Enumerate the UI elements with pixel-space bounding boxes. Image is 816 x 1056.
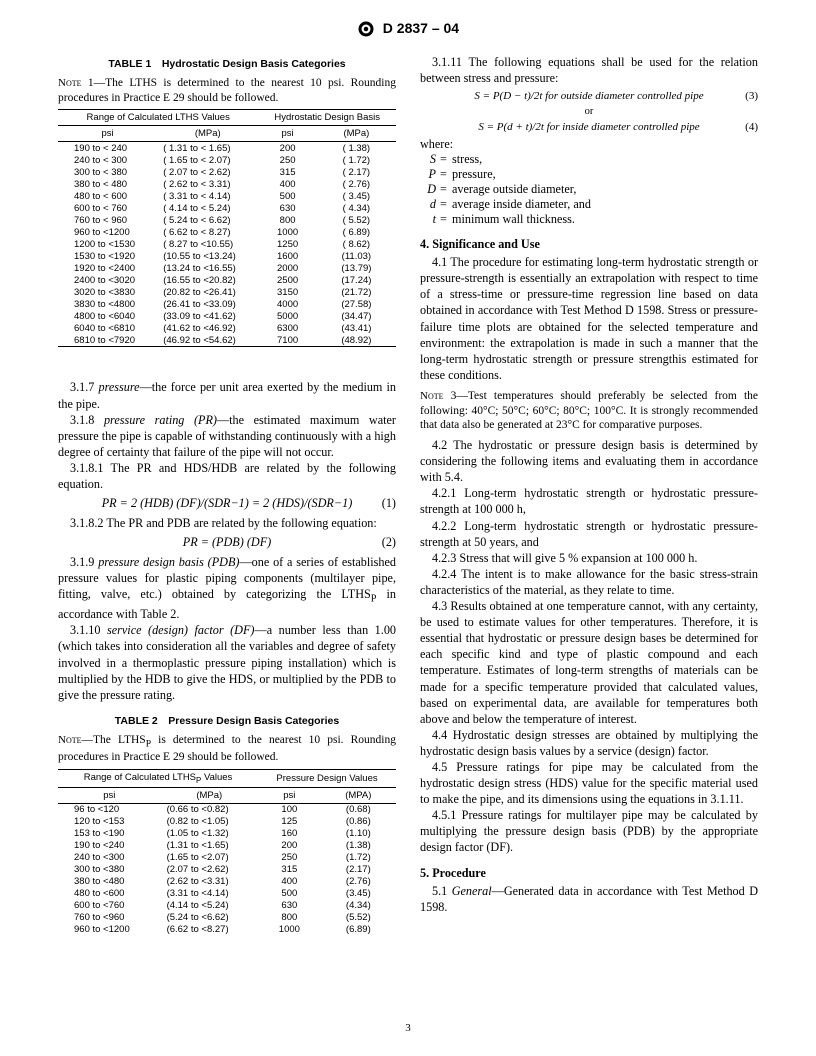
p51: 5.1 General—Generated data in accordance… <box>420 883 758 915</box>
p3111: 3.1.11 The following equations shall be … <box>420 54 758 86</box>
table-row: 6040 to <6810(41.62 to <46.92)6300(43.41… <box>58 322 396 334</box>
table2-note: Note—The LTHSP is determined to the near… <box>58 733 396 765</box>
t2-head-left: Range of Calculated LTHSP Values <box>58 770 258 788</box>
t1-body: 190 to < 240( 1.31 to < 1.65)200( 1.38)2… <box>58 142 396 347</box>
table-row: 4800 to <6040(33.09 to <41.62)5000(34.47… <box>58 310 396 322</box>
table-row: 3830 to <4800(26.41 to <33.09)4000(27.58… <box>58 298 396 310</box>
p424: 4.2.4 The intent is to make allowance fo… <box>420 566 758 598</box>
eq-or: or <box>420 106 758 117</box>
eq2: PR = (PDB) (DF)(2) <box>58 535 396 550</box>
p3182: 3.1.8.2 The PR and PDB are related by th… <box>58 515 396 531</box>
eq3: S = P(D − t)/2t for outside diameter con… <box>420 90 758 102</box>
table-row: 300 to < 380( 2.07 to < 2.62)315( 2.17) <box>58 166 396 178</box>
t1-head-left: Range of Calculated LTHS Values <box>58 110 258 126</box>
table-row: 240 to < 300( 1.65 to < 2.07)250( 1.72) <box>58 154 396 166</box>
p45: 4.5 Pressure ratings for pipe may be cal… <box>420 759 758 807</box>
table-row: 3020 to <3830(20.82 to <26.41)3150(21.72… <box>58 286 396 298</box>
where-row: D=average outside diameter, <box>420 182 758 197</box>
where-label: where: <box>420 137 758 152</box>
designation: D 2837 – 04 <box>383 20 459 36</box>
p319: 3.1.9 pressure design basis (PDB)—one of… <box>58 554 396 622</box>
table-row: 300 to <380(2.07 to <2.62)315(2.17) <box>58 864 396 876</box>
t2-body: 96 to <120(0.66 to <0.82)100(0.68)120 to… <box>58 803 396 936</box>
page-header: D 2837 – 04 <box>0 20 816 38</box>
note3: Note 3—Test temperatures should preferab… <box>420 389 758 433</box>
table-row: 1200 to <1530( 8.27 to <10.55)1250( 8.62… <box>58 238 396 250</box>
table-row: 380 to < 480( 2.62 to < 3.31)400( 2.76) <box>58 178 396 190</box>
table-row: 600 to <760(4.14 to <5.24)630(4.34) <box>58 900 396 912</box>
p422: 4.2.2 Long-term hydrostatic strength or … <box>420 518 758 550</box>
sec4-head: 4. Significance and Use <box>420 237 758 252</box>
table-row: 153 to <190(1.05 to <1.32)160(1.10) <box>58 828 396 840</box>
p3181: 3.1.8.1 The PR and HDS/HDB are related b… <box>58 460 396 492</box>
table-row: 2400 to <3020(16.55 to <20.82)2500(17.24… <box>58 274 396 286</box>
sec5-head: 5. Procedure <box>420 866 758 881</box>
p41: 4.1 The procedure for estimating long-te… <box>420 254 758 383</box>
where-row: S=stress, <box>420 152 758 167</box>
table-row: 760 to <960(5.24 to <6.62)800(5.52) <box>58 912 396 924</box>
where-block: where: S=stress,P=pressure,D=average out… <box>420 137 758 227</box>
table-row: 6810 to <7920(46.92 to <54.62)7100(48.92… <box>58 334 396 347</box>
table-row: 760 to < 960( 5.24 to < 6.62)800( 5.52) <box>58 214 396 226</box>
where-row: P=pressure, <box>420 167 758 182</box>
astm-logo-icon <box>357 20 375 38</box>
page-number: 3 <box>0 1022 816 1034</box>
p318: 3.1.8 pressure rating (PR)—the estimated… <box>58 412 396 460</box>
t2-head-right: Pressure Design Values <box>258 770 396 788</box>
table-row: 96 to <120(0.66 to <0.82)100(0.68) <box>58 803 396 816</box>
where-row: d=average inside diameter, and <box>420 197 758 212</box>
table-row: 380 to <480(2.62 to <3.31)400(2.76) <box>58 876 396 888</box>
t1-head-right: Hydrostatic Design Basis <box>258 110 396 126</box>
table1-note: Note 1—The LTHS is determined to the nea… <box>58 76 396 105</box>
where-row: t=minimum wall thickness. <box>420 212 758 227</box>
p423: 4.2.3 Stress that will give 5 % expansio… <box>420 550 758 566</box>
table-row: 480 to < 600( 3.31 to < 4.14)500( 3.45) <box>58 190 396 202</box>
table2: Range of Calculated LTHSP ValuesPressure… <box>58 769 396 936</box>
p44: 4.4 Hydrostatic design stresses are obta… <box>420 727 758 759</box>
table-row: 1920 to <2400(13.24 to <16.55)2000(13.79… <box>58 262 396 274</box>
table-row: 960 to <1200( 6.62 to < 8.27)1000( 6.89) <box>58 226 396 238</box>
p43: 4.3 Results obtained at one temperature … <box>420 598 758 727</box>
p451: 4.5.1 Pressure ratings for multilayer pi… <box>420 807 758 855</box>
table-row: 600 to < 760( 4.14 to < 5.24)630( 4.34) <box>58 202 396 214</box>
table-row: 120 to <153(0.82 to <1.05)125(0.86) <box>58 816 396 828</box>
p42: 4.2 The hydrostatic or pressure design b… <box>420 437 758 485</box>
table-row: 190 to < 240( 1.31 to < 1.65)200( 1.38) <box>58 142 396 155</box>
table2-title: TABLE 2 Pressure Design Basis Categories <box>58 715 396 727</box>
table1: Range of Calculated LTHS ValuesHydrostat… <box>58 109 396 347</box>
table-row: 240 to <300(1.65 to <2.07)250(1.72) <box>58 852 396 864</box>
table-row: 1530 to <1920(10.55 to <13.24)1600(11.03… <box>58 250 396 262</box>
table-row: 960 to <1200(6.62 to <8.27)1000(6.89) <box>58 924 396 936</box>
p3110: 3.1.10 service (design) factor (DF)—a nu… <box>58 622 396 702</box>
table1-title: TABLE 1 Hydrostatic Design Basis Categor… <box>58 58 396 70</box>
eq4: S = P(d + t)/2t for inside diameter cont… <box>420 121 758 133</box>
p317: 3.1.7 pressure—the force per unit area e… <box>58 379 396 411</box>
p421: 4.2.1 Long-term hydrostatic strength or … <box>420 485 758 517</box>
table-row: 190 to <240(1.31 to <1.65)200(1.38) <box>58 840 396 852</box>
eq1: PR = 2 (HDB) (DF)/(SDR−1) = 2 (HDS)/(SDR… <box>58 496 396 511</box>
table-row: 480 to <600(3.31 to <4.14)500(3.45) <box>58 888 396 900</box>
